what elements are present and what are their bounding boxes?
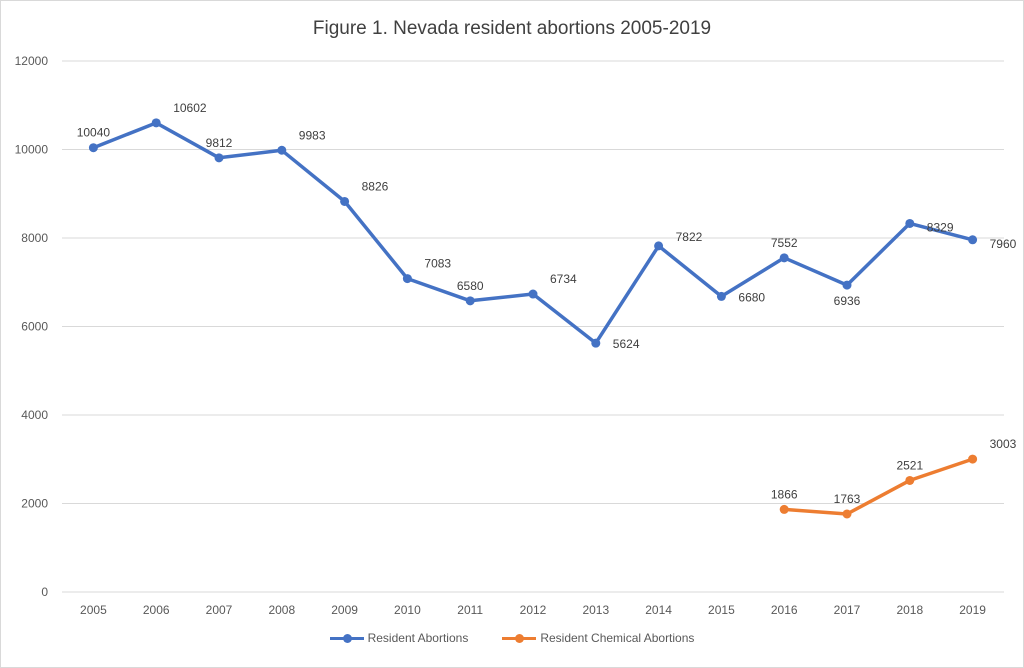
x-tick-label: 2005 [80, 603, 107, 617]
data-label: 7552 [771, 236, 798, 250]
data-point [654, 241, 663, 250]
x-tick-label: 2009 [331, 603, 358, 617]
data-label: 5624 [613, 337, 640, 351]
data-label: 1866 [771, 487, 798, 501]
y-tick-label: 8000 [21, 231, 48, 245]
data-label: 10040 [77, 126, 111, 140]
x-tick-label: 2007 [206, 603, 233, 617]
x-tick-label: 2010 [394, 603, 421, 617]
x-tick-label: 2015 [708, 603, 735, 617]
data-point [780, 253, 789, 262]
data-point [843, 509, 852, 518]
legend-item-resident-abortions: Resident Abortions [330, 631, 469, 645]
y-tick-label: 2000 [21, 497, 48, 511]
data-point [529, 290, 538, 299]
data-label: 1763 [834, 492, 861, 506]
data-point [340, 197, 349, 206]
data-point [152, 118, 161, 127]
series-line [93, 123, 972, 343]
series-line [784, 459, 972, 514]
data-label: 10602 [173, 101, 207, 115]
x-tick-label: 2014 [645, 603, 672, 617]
data-point [466, 296, 475, 305]
data-label: 7822 [676, 230, 703, 244]
data-label: 6936 [834, 294, 861, 308]
data-point [277, 146, 286, 155]
legend-item-resident-chemical-abortions: Resident Chemical Abortions [502, 631, 694, 645]
y-tick-label: 4000 [21, 408, 48, 422]
data-label: 2521 [896, 458, 923, 472]
x-tick-label: 2019 [959, 603, 986, 617]
data-point [968, 455, 977, 464]
data-label: 7083 [424, 257, 451, 271]
data-point [403, 274, 412, 283]
data-point [89, 143, 98, 152]
data-label: 6734 [550, 272, 577, 286]
legend-swatch-resident-chemical-abortions [502, 637, 536, 640]
data-label: 8329 [927, 220, 954, 234]
legend-swatch-resident-abortions [330, 637, 364, 640]
x-tick-label: 2013 [582, 603, 609, 617]
legend-label-resident-chemical-abortions: Resident Chemical Abortions [540, 631, 694, 645]
data-point [780, 505, 789, 514]
y-tick-label: 10000 [15, 143, 49, 157]
data-point [591, 339, 600, 348]
data-point [968, 235, 977, 244]
chart-legend: Resident Abortions Resident Chemical Abo… [0, 631, 1024, 645]
x-tick-label: 2016 [771, 603, 798, 617]
data-label: 7960 [990, 237, 1017, 251]
data-point [215, 153, 224, 162]
x-tick-label: 2018 [896, 603, 923, 617]
data-label: 3003 [990, 437, 1017, 451]
data-label: 9983 [299, 128, 326, 142]
data-point [717, 292, 726, 301]
legend-label-resident-abortions: Resident Abortions [368, 631, 469, 645]
y-tick-label: 0 [41, 585, 48, 599]
x-tick-label: 2008 [268, 603, 295, 617]
x-tick-label: 2017 [834, 603, 861, 617]
data-label: 8826 [362, 179, 389, 193]
x-tick-label: 2012 [520, 603, 547, 617]
x-tick-label: 2011 [457, 603, 483, 617]
y-tick-label: 12000 [15, 54, 49, 68]
data-point [905, 219, 914, 228]
data-label: 6680 [738, 290, 765, 304]
data-label: 9812 [206, 136, 233, 150]
data-point [905, 476, 914, 485]
y-tick-label: 6000 [21, 320, 48, 334]
data-point [843, 281, 852, 290]
x-tick-label: 2006 [143, 603, 170, 617]
data-label: 6580 [457, 279, 484, 293]
